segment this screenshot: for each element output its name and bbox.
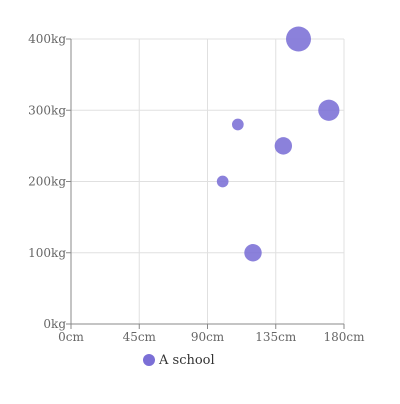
grid-layer xyxy=(71,38,345,324)
x-tick-label: 0cm xyxy=(58,330,84,344)
data-point[interactable] xyxy=(231,118,244,131)
point-layer xyxy=(216,26,340,262)
axis-layer xyxy=(66,38,345,329)
legend-label-a-school: A school xyxy=(159,352,215,368)
data-point[interactable] xyxy=(286,26,311,52)
x-tick-label: 45cm xyxy=(123,330,157,344)
y-tick-label: 0kg xyxy=(43,317,66,331)
data-point[interactable] xyxy=(216,175,229,188)
x-tick-label: 135cm xyxy=(255,330,297,344)
x-tick-label: 180cm xyxy=(323,330,365,344)
y-tick-label: 100kg xyxy=(28,246,66,260)
legend[interactable]: A school xyxy=(143,351,215,369)
data-point[interactable] xyxy=(318,99,340,121)
data-point[interactable] xyxy=(274,137,293,155)
legend-swatch-a-school xyxy=(143,354,155,366)
y-tick-label: 200kg xyxy=(28,175,66,189)
y-tick-label: 400kg xyxy=(28,32,66,46)
tick-label-layer: 0kg 100kg 200kg 300kg 400kg 0cm 45cm 90cm 135cm 1… xyxy=(28,32,365,344)
x-tick-label: 90cm xyxy=(191,330,225,344)
y-tick-label: 300kg xyxy=(28,103,66,117)
data-point[interactable] xyxy=(244,244,262,262)
